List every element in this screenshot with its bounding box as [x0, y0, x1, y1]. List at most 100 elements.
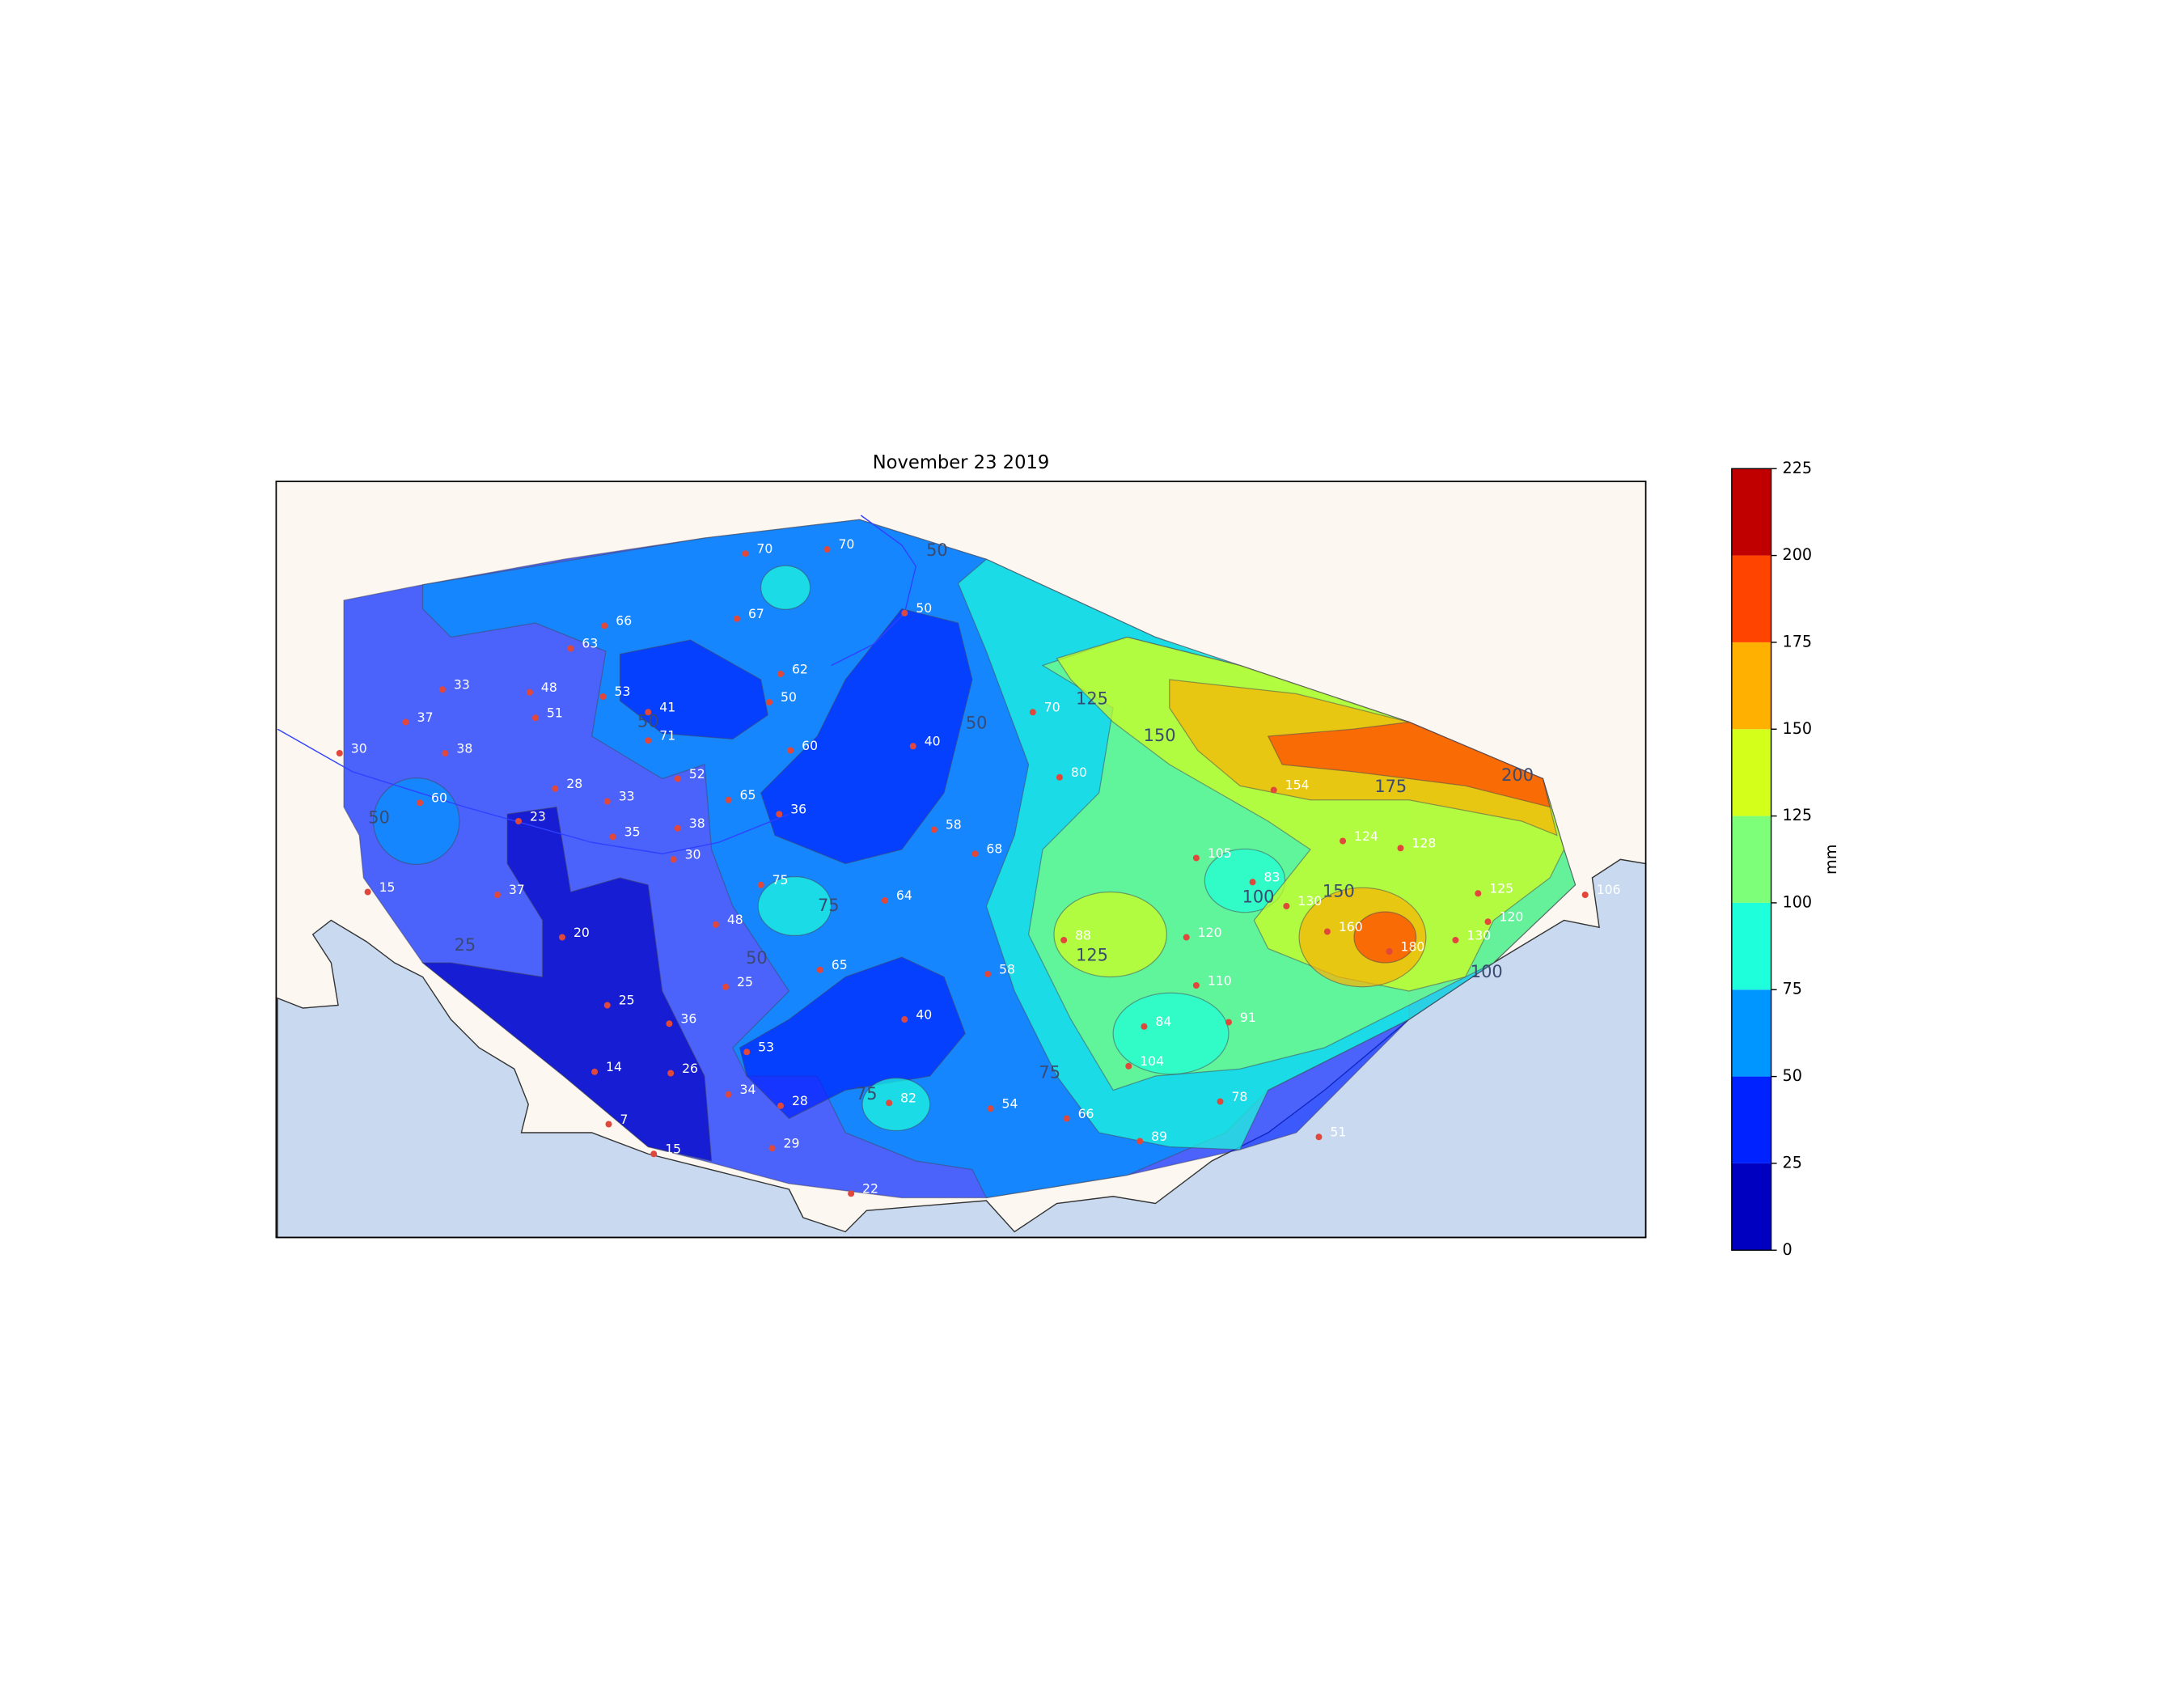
- station-dot: [1060, 936, 1068, 944]
- station-dot: [1340, 837, 1347, 845]
- colorbar: mm 0 25 50 75 100 125 150 175 200 225: [1731, 459, 1840, 1259]
- station-dot: [674, 775, 681, 782]
- station-value: 53: [758, 1039, 774, 1054]
- station-dot: [742, 550, 749, 557]
- station-dot: [531, 714, 539, 722]
- station-dot: [777, 670, 785, 678]
- station-dot: [766, 698, 773, 706]
- station-value: 40: [925, 733, 941, 748]
- contour-region: [1112, 992, 1230, 1075]
- station-value: 28: [566, 776, 582, 791]
- station-dot: [609, 833, 616, 841]
- contour-label: 75: [1039, 1062, 1060, 1082]
- station-value: 60: [431, 790, 447, 805]
- station-dot: [1386, 947, 1393, 955]
- colorbar-frame: [1731, 468, 1772, 1251]
- contour-fills: 50 50 50 50 50 125 150 125 25 75 75 75 100 150 100 200 1…: [343, 519, 1577, 1199]
- station-dot: [1136, 1138, 1144, 1145]
- station-dot: [526, 688, 533, 696]
- station-value: 36: [680, 1011, 696, 1026]
- map-title: November 23 2019: [873, 452, 1050, 473]
- station-value: 63: [582, 636, 598, 651]
- contour-label: 50: [966, 713, 988, 732]
- contour-label: 100: [1242, 887, 1275, 906]
- station-value: 128: [1412, 835, 1436, 850]
- station-value: 23: [530, 808, 546, 824]
- station-value: 52: [689, 766, 705, 782]
- station-value: 53: [614, 684, 630, 699]
- station-dot: [930, 826, 938, 833]
- station-dot: [901, 1015, 908, 1023]
- contour-region: [1267, 721, 1551, 808]
- station-value: 48: [541, 680, 557, 695]
- station-dot: [1283, 902, 1290, 910]
- contour-label: 200: [1501, 765, 1534, 785]
- station-dot: [743, 1049, 751, 1056]
- station-dot: [603, 798, 611, 805]
- station-value: 68: [986, 841, 1002, 856]
- colorbar-tick-label: 125: [1783, 806, 1813, 824]
- station-value: 71: [659, 727, 675, 743]
- station-dot: [734, 615, 741, 622]
- contour-label: 75: [856, 1084, 878, 1104]
- station-value: 83: [1264, 869, 1280, 884]
- contour-label: 50: [926, 540, 948, 560]
- station-value: 51: [547, 705, 563, 720]
- station-value: 124: [1354, 828, 1378, 844]
- colorbar-bin: [1731, 642, 1771, 730]
- contour-label: 25: [455, 935, 476, 955]
- station-dot: [442, 749, 449, 757]
- station-value: 58: [946, 817, 962, 833]
- station-value: 80: [1071, 765, 1087, 780]
- station-dot: [1141, 1023, 1148, 1030]
- contour-label: 150: [1323, 881, 1355, 900]
- station-value: 125: [1489, 880, 1513, 896]
- station-value: 130: [1467, 927, 1491, 943]
- station-value: 105: [1208, 845, 1232, 861]
- station-dot: [1323, 928, 1331, 935]
- station-dot: [645, 737, 652, 744]
- station-dot: [1475, 890, 1482, 897]
- station-dot: [605, 1121, 612, 1128]
- station-dot: [601, 622, 608, 629]
- station-dot: [725, 796, 732, 803]
- contour-label: 50: [746, 948, 768, 968]
- contour-region: [760, 608, 973, 865]
- station-dot: [603, 1002, 611, 1009]
- station-dot: [591, 1068, 599, 1075]
- station-value: 30: [351, 740, 367, 756]
- station-value: 28: [792, 1093, 808, 1108]
- station-value: 88: [1075, 927, 1091, 943]
- border-line: [831, 515, 917, 667]
- station-dot: [552, 785, 559, 792]
- station-dot: [757, 881, 764, 888]
- station-value: 26: [682, 1061, 698, 1076]
- station-value: 33: [619, 789, 635, 804]
- station-dot: [417, 799, 424, 807]
- station-value: 120: [1499, 909, 1523, 924]
- station-dot: [666, 1020, 673, 1027]
- station-dot: [493, 891, 501, 899]
- contour-label: 125: [1076, 945, 1108, 964]
- contour-region: [861, 1077, 931, 1132]
- colorbar-tick-label: 0: [1783, 1240, 1792, 1259]
- station-value: 48: [727, 912, 743, 927]
- colorbar-tick-label: 25: [1783, 1153, 1802, 1172]
- colorbar-bin: [1731, 902, 1771, 990]
- station-dot: [1397, 845, 1404, 852]
- station-value: 41: [659, 699, 675, 714]
- contour-region: [619, 639, 769, 740]
- station-dot: [667, 1070, 675, 1077]
- station-value: 60: [802, 738, 818, 753]
- colorbar-bin: [1731, 816, 1771, 903]
- colorbar-label: mm: [1822, 845, 1840, 875]
- colorbar-tick-label: 50: [1783, 1066, 1802, 1085]
- station-dot: [886, 1099, 893, 1107]
- station-dot: [1029, 709, 1036, 716]
- colorbar-tick-label: 150: [1783, 719, 1813, 738]
- station-value: 104: [1140, 1053, 1164, 1069]
- station-value: 75: [772, 872, 789, 888]
- station-dot: [670, 856, 677, 863]
- station-value: 22: [862, 1180, 878, 1196]
